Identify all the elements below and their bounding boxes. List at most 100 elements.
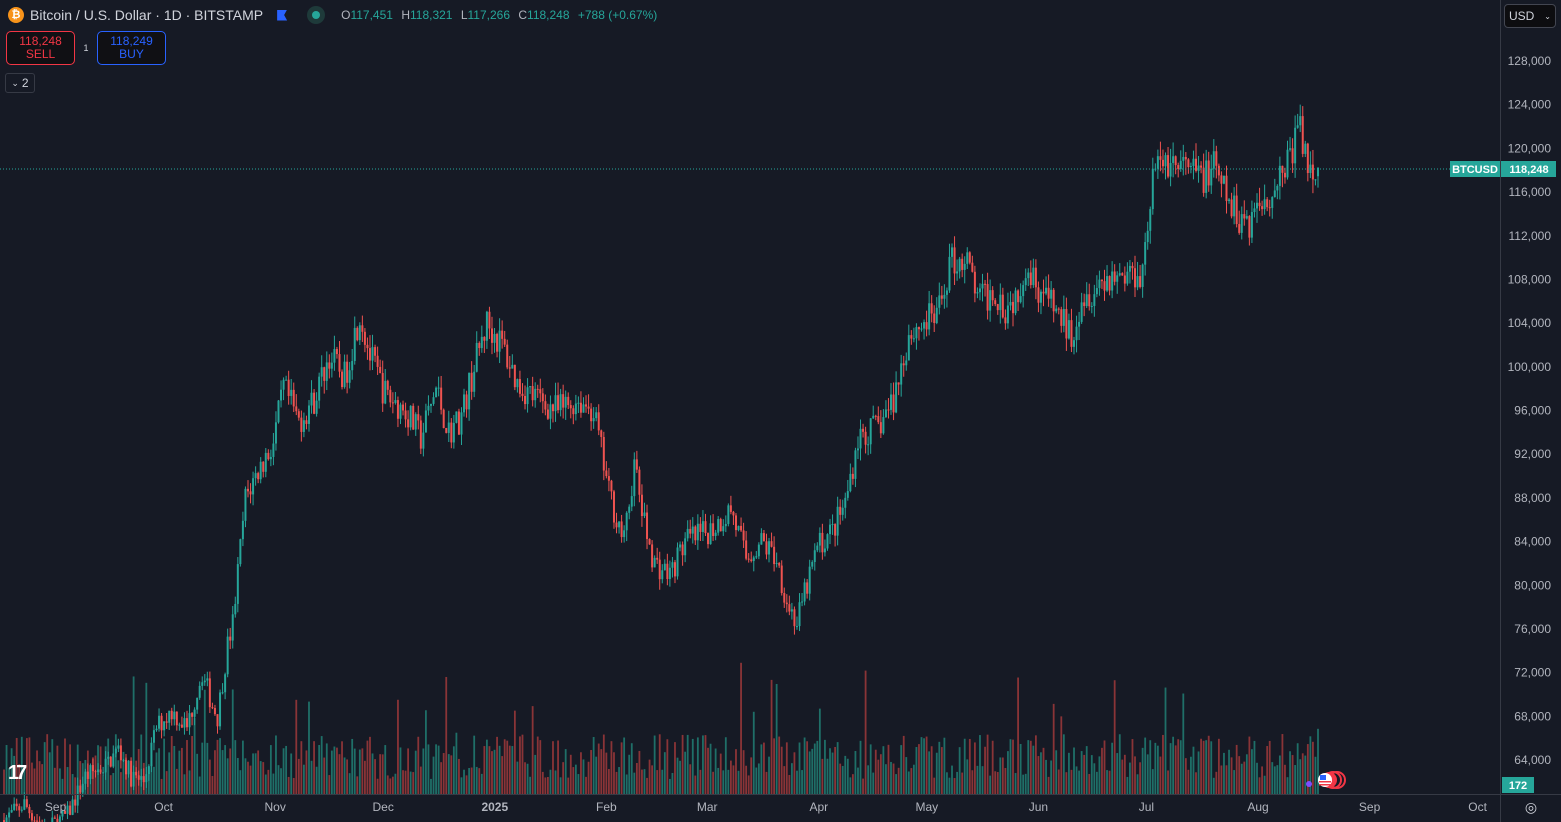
candle: [236, 557, 239, 613]
flag-icon[interactable]: [277, 9, 288, 21]
volume-bar: [663, 752, 666, 794]
candle: [97, 763, 100, 776]
volume-bar: [912, 764, 915, 794]
market-status-icon[interactable]: [307, 6, 326, 24]
volume-bar: [13, 755, 16, 794]
economic-events-icon[interactable]: [1305, 770, 1347, 790]
volume-bar: [432, 756, 435, 794]
volume-bar: [953, 778, 956, 794]
volume-bar: [224, 745, 227, 794]
candle: [1111, 261, 1114, 299]
volume-bar: [473, 735, 476, 794]
volume-bar: [900, 745, 903, 794]
candle: [389, 385, 392, 408]
volume-bar: [323, 757, 326, 794]
price-tick-label: 72,000: [1514, 666, 1551, 680]
candle: [501, 320, 504, 349]
chart-settings-icon[interactable]: ◎: [1524, 798, 1538, 815]
volume-bar: [918, 744, 920, 794]
volume-bar: [64, 738, 66, 794]
volume-bar: [1230, 757, 1233, 794]
candle: [348, 361, 351, 389]
buy-button[interactable]: 118,249 BUY: [97, 31, 166, 65]
volume-bar: [493, 749, 496, 794]
candle: [600, 429, 603, 448]
candle: [562, 384, 565, 419]
price-axis[interactable]: [1500, 0, 1561, 795]
candle: [989, 279, 992, 322]
candle: [1309, 151, 1312, 179]
symbol-title[interactable]: Bitcoin / U.S. Dollar · 1D · BITSTAMP: [30, 7, 264, 23]
candle: [224, 672, 227, 700]
candle: [1161, 149, 1164, 174]
candle: [341, 369, 344, 390]
volume-bar: [427, 744, 430, 794]
candle: [1134, 255, 1137, 298]
volume-bar: [676, 757, 679, 794]
candle: [892, 382, 895, 421]
volume-bar: [1266, 746, 1269, 794]
sell-button[interactable]: 118,248 SELL: [6, 31, 75, 65]
time-tick-label: May: [915, 800, 938, 814]
volume-bar: [452, 746, 455, 794]
volume-bar: [895, 774, 897, 794]
candle: [516, 378, 519, 393]
candle: [846, 479, 849, 501]
indicators-toggle-button[interactable]: ⌄ 2: [5, 73, 35, 93]
price-tick-label: 92,000: [1514, 447, 1551, 461]
candle: [1220, 171, 1223, 198]
candle: [620, 514, 623, 543]
candle: [221, 683, 224, 695]
volume-bar: [1103, 740, 1106, 794]
volume-bar: [389, 778, 392, 794]
volume-bar: [999, 757, 1002, 794]
candle: [582, 397, 585, 413]
time-tick-label: Sep: [1359, 800, 1381, 814]
volume-bar: [666, 739, 669, 794]
volume-bar: [951, 765, 953, 794]
candle: [1034, 259, 1037, 300]
candle: [193, 707, 196, 726]
volume-bar: [305, 750, 308, 794]
candle: [1192, 150, 1195, 180]
volume-bar: [1042, 747, 1045, 794]
candle: [1141, 263, 1144, 298]
volume-value: 172: [1509, 780, 1527, 792]
candle: [5, 814, 8, 822]
volume-bar: [704, 735, 707, 794]
candle: [1294, 115, 1297, 178]
volume-bar: [681, 734, 684, 794]
volume-bar: [1162, 734, 1164, 794]
candle: [1009, 291, 1012, 311]
volume-bar: [747, 775, 750, 794]
volume-bar: [862, 778, 864, 794]
volume-bar: [1134, 756, 1136, 794]
volume-bar: [127, 764, 130, 794]
volume-bar: [879, 754, 882, 794]
volume-bar: [1078, 770, 1080, 794]
currency-select[interactable]: USD ⌄: [1504, 4, 1556, 28]
candle: [44, 818, 46, 822]
candle: [808, 559, 811, 601]
candle: [267, 449, 270, 461]
candle: [788, 595, 791, 616]
candle: [597, 404, 600, 436]
candle: [734, 513, 737, 537]
candle: [1248, 215, 1251, 246]
volume-bar: [297, 758, 300, 794]
volume-bar: [48, 752, 51, 794]
volume-bar: [1235, 744, 1238, 794]
candle: [399, 402, 402, 425]
candle: [910, 330, 913, 345]
volume-bar: [338, 754, 341, 794]
candle: [442, 408, 445, 429]
candle: [902, 355, 905, 377]
candle: [651, 540, 654, 572]
candle: [38, 816, 41, 822]
candle: [119, 738, 122, 769]
tradingview-logo[interactable]: 17: [8, 762, 27, 784]
volume-bar: [790, 763, 793, 794]
candle: [750, 551, 753, 563]
candle: [13, 797, 16, 811]
